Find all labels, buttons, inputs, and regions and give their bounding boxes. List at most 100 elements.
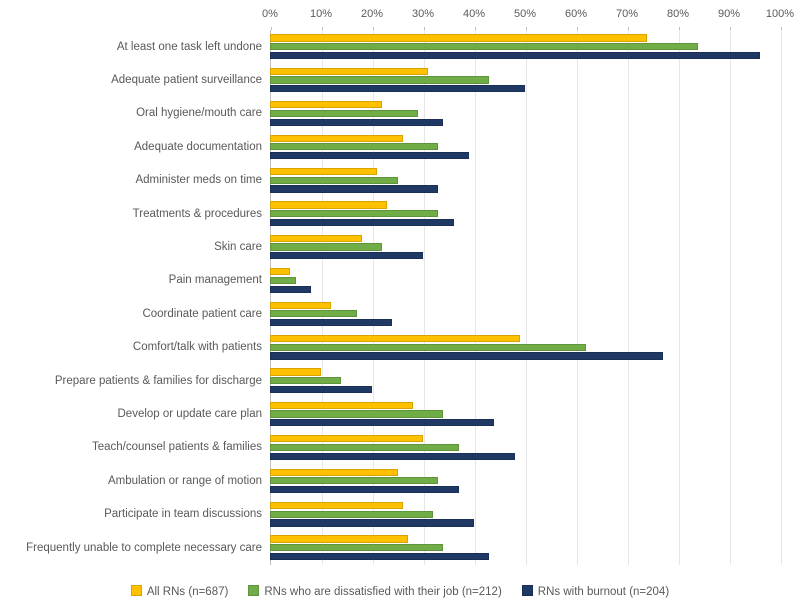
bar-group: [270, 130, 780, 163]
category-row: At least one task left undone: [0, 30, 270, 63]
bar-dissat: [270, 410, 443, 417]
bar-group: [270, 297, 780, 330]
legend-swatch: [248, 585, 259, 596]
bar-all: [270, 201, 387, 208]
category-row: Develop or update care plan: [0, 397, 270, 430]
category-label: Frequently unable to complete necessary …: [26, 542, 262, 554]
category-label: Ambulation or range of motion: [108, 475, 262, 487]
x-tick: 40%: [463, 8, 485, 20]
bar-burn: [270, 286, 311, 293]
bar-burn: [270, 52, 760, 59]
bar-all: [270, 168, 377, 175]
bar-burn: [270, 119, 443, 126]
bar-all: [270, 535, 408, 542]
category-row: Frequently unable to complete necessary …: [0, 531, 270, 564]
bar-group: [270, 97, 780, 130]
bar-burn: [270, 453, 515, 460]
x-tick: 10%: [310, 8, 332, 20]
category-label: Administer meds on time: [135, 174, 262, 186]
category-row: Ambulation or range of motion: [0, 464, 270, 497]
category-row: Teach/counsel patients & families: [0, 431, 270, 464]
bar-dissat: [270, 344, 586, 351]
category-label: Treatments & procedures: [133, 208, 262, 220]
bar-dissat: [270, 377, 341, 384]
bar-all: [270, 235, 362, 242]
bar-group: [270, 63, 780, 96]
category-row: Treatments & procedures: [0, 197, 270, 230]
x-tick: 100%: [766, 8, 794, 20]
category-label: Skin care: [214, 241, 262, 253]
category-label: Develop or update care plan: [118, 408, 263, 420]
legend-label: RNs with burnout (n=204): [538, 586, 669, 598]
bar-dissat: [270, 243, 382, 250]
x-tick: 90%: [718, 8, 740, 20]
x-tick: 80%: [667, 8, 689, 20]
category-label: Adequate documentation: [134, 141, 262, 153]
bar-all: [270, 469, 398, 476]
category-label: Adequate patient surveillance: [111, 74, 262, 86]
legend-item: RNs with burnout (n=204): [522, 585, 669, 598]
legend-item: RNs who are dissatisfied with their job …: [248, 585, 501, 598]
x-tick: 70%: [616, 8, 638, 20]
bar-burn: [270, 386, 372, 393]
bar-group: [270, 531, 780, 564]
bar-dissat: [270, 110, 418, 117]
category-label: Coordinate patient care: [142, 308, 262, 320]
bar-group: [270, 464, 780, 497]
category-label: Comfort/talk with patients: [133, 341, 262, 353]
bar-dissat: [270, 277, 296, 284]
legend-swatch: [131, 585, 142, 596]
bar-burn: [270, 152, 469, 159]
category-label: Teach/counsel patients & families: [92, 441, 262, 453]
grouped-horizontal-bar-chart: 0% 10% 20% 30% 40% 50% 60% 70% 80% 90% 100% At lea…: [0, 0, 800, 604]
bar-all: [270, 435, 423, 442]
bar-group: [270, 164, 780, 197]
bar-burn: [270, 419, 494, 426]
bar-all: [270, 302, 331, 309]
category-row: Skin care: [0, 230, 270, 263]
bar-group: [270, 498, 780, 531]
bar-dissat: [270, 310, 357, 317]
bar-dissat: [270, 210, 438, 217]
category-label: At least one task left undone: [117, 41, 262, 53]
bar-burn: [270, 319, 392, 326]
bar-dissat: [270, 143, 438, 150]
bar-group: [270, 197, 780, 230]
bar-burn: [270, 486, 459, 493]
bar-dissat: [270, 544, 443, 551]
bar-burn: [270, 352, 663, 359]
bar-burn: [270, 219, 454, 226]
bar-group: [270, 397, 780, 430]
category-row: Prepare patients & families for discharg…: [0, 364, 270, 397]
bar-group: [270, 30, 780, 63]
bar-group: [270, 230, 780, 263]
bar-group: [270, 264, 780, 297]
x-tick: 0%: [262, 8, 278, 20]
category-row: Coordinate patient care: [0, 297, 270, 330]
x-tick: 50%: [514, 8, 536, 20]
legend-label: All RNs (n=687): [147, 586, 229, 598]
bar-dissat: [270, 477, 438, 484]
bar-dissat: [270, 444, 459, 451]
bar-burn: [270, 553, 489, 560]
category-row: Oral hygiene/mouth care: [0, 97, 270, 130]
bar-all: [270, 402, 413, 409]
bar-burn: [270, 185, 438, 192]
category-label: Oral hygiene/mouth care: [136, 107, 262, 119]
bar-group: [270, 431, 780, 464]
bar-burn: [270, 519, 474, 526]
bar-all: [270, 502, 403, 509]
category-row: Participate in team discussions: [0, 498, 270, 531]
x-tick: 60%: [565, 8, 587, 20]
bar-group: [270, 364, 780, 397]
bar-all: [270, 34, 647, 41]
gridline: [781, 30, 782, 565]
category-row: Adequate patient surveillance: [0, 63, 270, 96]
bar-burn: [270, 85, 525, 92]
legend-swatch: [522, 585, 533, 596]
bar-all: [270, 101, 382, 108]
x-tick: 20%: [361, 8, 383, 20]
bar-all: [270, 135, 403, 142]
category-label: Participate in team discussions: [104, 508, 262, 520]
x-tick: 30%: [412, 8, 434, 20]
